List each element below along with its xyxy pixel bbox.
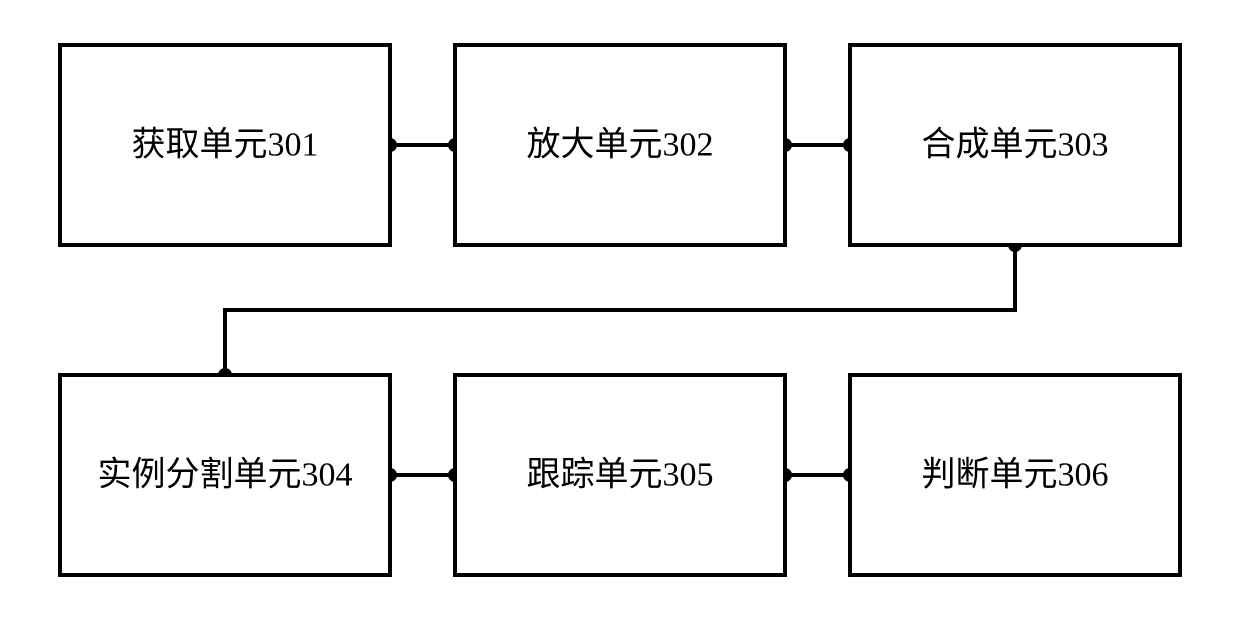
node-n302: 放大单元302 — [455, 45, 785, 245]
node-label: 获取单元301 — [132, 126, 319, 164]
node-n304: 实例分割单元304 — [60, 375, 390, 575]
edge-n303-n304 — [225, 245, 1015, 375]
node-n305: 跟踪单元305 — [455, 375, 785, 575]
flowchart-diagram: 获取单元301 放大单元302 合成单元303 实例分割单元304 跟踪单元305 判断单… — [0, 0, 1240, 625]
node-label: 判断单元306 — [922, 456, 1109, 494]
node-label: 合成单元303 — [922, 126, 1109, 164]
node-n301: 获取单元301 — [60, 45, 390, 245]
node-label: 放大单元302 — [527, 126, 714, 164]
node-label: 实例分割单元304 — [98, 456, 353, 494]
node-n306: 判断单元306 — [850, 375, 1180, 575]
node-label: 跟踪单元305 — [527, 456, 714, 494]
node-n303: 合成单元303 — [850, 45, 1180, 245]
